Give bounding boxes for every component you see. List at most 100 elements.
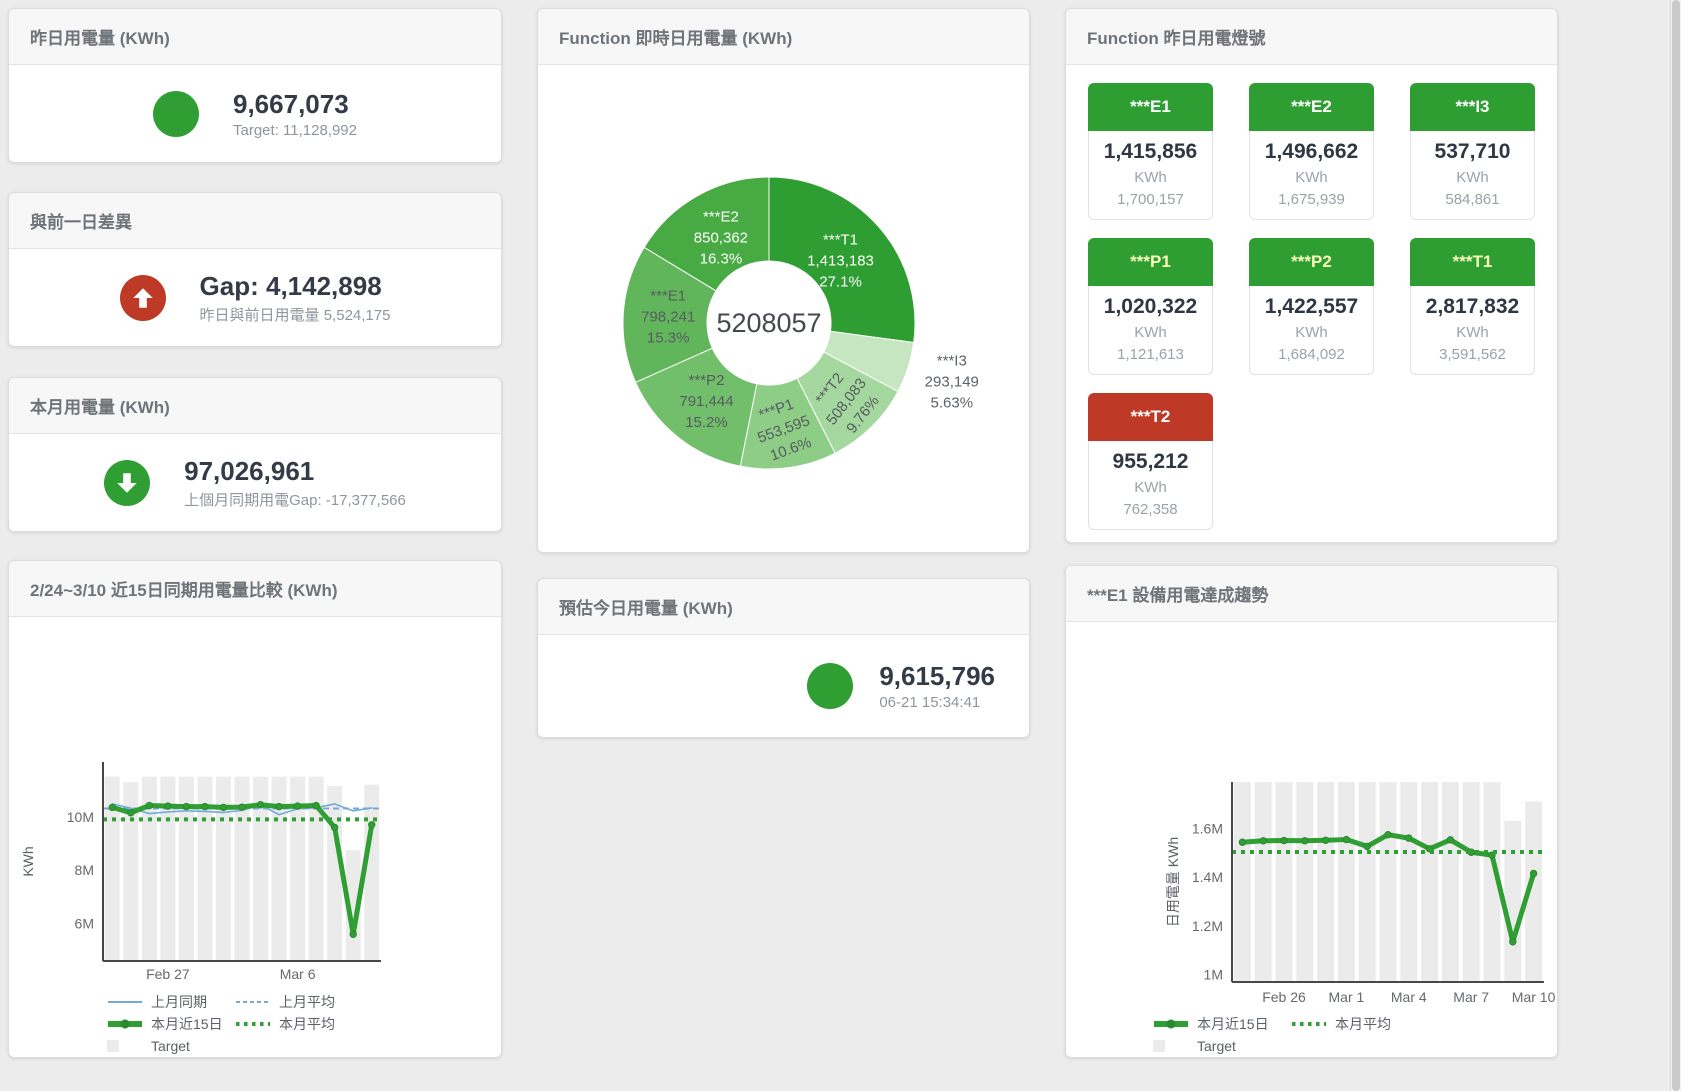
scrollbar[interactable] <box>1670 0 1681 1091</box>
target-bar <box>1254 782 1272 982</box>
legend-item-上月同期[interactable]: 上月同期 <box>107 992 235 1012</box>
x-tick-label: Mar 10 <box>1512 989 1556 1005</box>
card-estimate-today: 預估今日用電量 (KWh) 9,615,796 06-21 15:34:41 <box>537 578 1030 738</box>
legend-item-本月平均[interactable]: 本月平均 <box>1291 1014 1391 1034</box>
legend-label: 本月平均 <box>279 1016 335 1032</box>
y-tick-label: 1.4M <box>1192 869 1223 885</box>
series-marker <box>1384 830 1392 839</box>
up-arrow-glyph <box>132 288 153 308</box>
legend-row: Target <box>107 1035 501 1057</box>
lamp-tile-body: 1,415,856 KWh 1,700,157 <box>1088 131 1213 220</box>
target-bar <box>1525 801 1543 982</box>
scrollbar-thumb[interactable] <box>1672 0 1680 1091</box>
lamp-tile-name: ***T1 <box>1410 238 1535 286</box>
legend-sample-line-dotted <box>1292 1022 1326 1026</box>
arrow-up-icon <box>119 275 166 321</box>
card-title-text: 昨日用電量 (KWh) <box>30 29 170 48</box>
legend-item-Target[interactable]: Target <box>107 1038 190 1054</box>
y-axis-title: 日用電量 KWh <box>1165 837 1181 927</box>
legend-label: 上月平均 <box>279 994 335 1010</box>
card-title-text: 本月用電量 (KWh) <box>30 398 170 417</box>
target-bar <box>1379 782 1397 982</box>
target-bar <box>1317 782 1335 982</box>
target-bar <box>197 776 213 961</box>
series-marker <box>1301 837 1309 845</box>
status-circle-green <box>807 663 854 709</box>
lamp-tile-body: 1,496,662 KWh 1,675,939 <box>1249 131 1374 220</box>
x-tick-label: Mar 1 <box>1329 989 1365 1005</box>
series-marker <box>1405 834 1413 842</box>
legend-item-上月平均[interactable]: 上月平均 <box>235 992 335 1012</box>
estimate-timestamp: 06-21 15:34:41 <box>879 694 981 711</box>
legend-label: 上月同期 <box>151 994 207 1010</box>
y-tick-label: 10M <box>67 809 94 825</box>
series-marker <box>256 801 265 809</box>
series-marker <box>145 801 154 810</box>
card-realtime-donut: Function 即時日用電量 (KWh) ***T1 1,413,183 27.1… <box>537 8 1030 553</box>
donut-center-total: 5208057 <box>716 308 821 338</box>
lamp-tile-unit: KWh <box>1134 169 1167 186</box>
series-marker <box>201 802 209 811</box>
lamp-tile-value: 1,422,557 <box>1264 295 1359 318</box>
target-bar <box>364 784 380 961</box>
x-tick-label: Feb 26 <box>1262 989 1306 1005</box>
lamp-tile: ***T1 2,817,832 KWh 3,591,562 <box>1410 238 1535 375</box>
card-title-text: 預估今日用電量 (KWh) <box>559 599 733 618</box>
series-marker <box>1342 835 1351 844</box>
legend-sample-line-thick <box>108 1019 142 1029</box>
legend-item-Target[interactable]: Target <box>1153 1038 1236 1054</box>
lamp-tile-target: 584,861 <box>1445 191 1500 208</box>
down-arrow-glyph <box>117 473 137 493</box>
lamp-tile-name: ***E2 <box>1249 83 1374 131</box>
legend-sample-line-dotted <box>236 1022 270 1026</box>
donut-slice-label: ***T1 1,413,183 27.1% <box>807 231 874 290</box>
e1-trend-svg: 1M 1.2M 1.4M 1.6M Feb 26 Mar 1 Mar 4 Mar 7 Mar 1… <box>1165 782 1556 1005</box>
lamp-tile-target: 1,675,939 <box>1278 191 1345 208</box>
legend-item-本月平均[interactable]: 本月平均 <box>235 1014 335 1034</box>
target-bar <box>1337 782 1355 982</box>
series-marker <box>1509 938 1517 946</box>
y-tick-label: 6M <box>75 916 94 932</box>
lamp-tile-body: 537,710 KWh 584,861 <box>1410 131 1535 220</box>
lamp-tile: ***T2 955,212 KWh 762,358 <box>1088 393 1213 530</box>
compare-legend: 上月同期 上月平均本月近15日 本月平均 Target <box>107 991 501 1057</box>
target-bar <box>123 782 139 961</box>
legend-sample-line-thick <box>1154 1019 1188 1029</box>
compare-chart-title: 2/24~3/10 近15日同期用電量比較 (KWh) <box>9 561 501 617</box>
legend-row: 本月近15日 本月平均 <box>1153 1013 1557 1035</box>
lamp-tile-name: ***I3 <box>1410 83 1535 131</box>
card-month-usage: 本月用電量 (KWh) 97,026,961 上個月同期用電Gap: -17,3… <box>8 377 502 532</box>
month-sub: 上個月同期用電Gap: -17,377,566 <box>184 492 406 509</box>
compare-chart: 6M 8M 10M Feb 27 Mar 6 KWh <box>9 617 501 987</box>
card-title-text: Function 即時日用電量 (KWh) <box>559 29 793 48</box>
lamp-tile-value: 1,496,662 <box>1264 140 1359 163</box>
y-tick-label: 1.6M <box>1192 820 1223 836</box>
legend-sample-line-dashed <box>236 1001 270 1003</box>
donut-slice-T1[interactable] <box>768 176 916 344</box>
target-bar <box>1483 782 1501 982</box>
legend-row: Target <box>1153 1035 1557 1057</box>
series-marker <box>219 803 228 812</box>
lamp-tile: ***E2 1,496,662 KWh 1,675,939 <box>1249 83 1374 220</box>
donut-slice-label: ***P2 791,444 15.2% <box>679 372 733 431</box>
lamp-tile-unit: KWh <box>1295 324 1328 341</box>
lamp-tile-name: ***T2 <box>1088 393 1213 441</box>
arrow-down-icon <box>104 460 151 506</box>
x-tick-label: Mar 4 <box>1391 989 1427 1005</box>
donut-slice-label: ***I3 293,149 5.63% <box>925 353 979 412</box>
legend-row: 上月同期 上月平均 <box>107 991 501 1013</box>
donut-slice-E2[interactable] <box>643 176 770 292</box>
lamp-tile-target: 1,121,613 <box>1117 346 1184 363</box>
series-marker <box>1363 842 1371 851</box>
donut-title: Function 即時日用電量 (KWh) <box>538 9 1029 65</box>
lamp-tile-target: 3,591,562 <box>1439 346 1506 363</box>
legend-item-本月近15日[interactable]: 本月近15日 <box>107 1014 235 1034</box>
lamp-tile-unit: KWh <box>1456 169 1489 186</box>
series-marker <box>1238 838 1247 846</box>
series-marker <box>275 802 283 811</box>
lamp-tile-body: 2,817,832 KWh 3,591,562 <box>1410 286 1535 375</box>
target-bar <box>160 776 176 961</box>
card-gap-title: 與前一日差異 <box>9 193 501 249</box>
legend-item-本月近15日[interactable]: 本月近15日 <box>1153 1014 1291 1034</box>
card-title-text: 2/24~3/10 近15日同期用電量比較 (KWh) <box>30 581 338 600</box>
